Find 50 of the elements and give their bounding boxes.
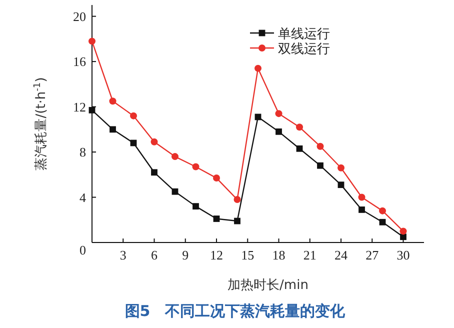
text: 图5 不同工况下蒸汽耗量的变化 (124, 302, 346, 320)
point (172, 153, 178, 160)
point (400, 234, 406, 240)
x-tick-label: 12 (210, 248, 223, 262)
x-axis-title: 加热时长/min (228, 278, 308, 293)
point (358, 206, 365, 213)
y-tick-label: 0 (80, 242, 86, 258)
point (379, 218, 386, 226)
point (296, 145, 303, 152)
point (400, 228, 407, 235)
point (254, 64, 262, 72)
x-tick-label: 24 (334, 248, 348, 262)
point (192, 163, 200, 170)
x-tick-label: 6 (151, 248, 158, 262)
point (276, 128, 282, 135)
y-tick-label: 8 (80, 144, 86, 160)
point (109, 98, 116, 105)
x-tick-label: 30 (396, 248, 410, 262)
x-tick-label: 15 (241, 248, 254, 262)
point (358, 194, 366, 201)
point (379, 207, 386, 214)
point (316, 142, 324, 150)
point (172, 188, 178, 195)
x-tick-label: 21 (303, 248, 316, 262)
point (110, 126, 116, 133)
x-tick-label: 27 (366, 248, 380, 262)
point (151, 169, 158, 176)
legend-label: 双线运行 (278, 42, 330, 57)
point (88, 106, 96, 114)
y-tick-label: 20 (73, 8, 86, 24)
point (130, 112, 137, 120)
point (150, 138, 158, 146)
point (192, 203, 199, 210)
point (88, 38, 96, 45)
point (213, 216, 220, 222)
legend-label: 单线运行 (278, 27, 330, 42)
point (317, 162, 324, 169)
x-tick-label: 3 (120, 248, 126, 262)
y-tick-label: 4 (80, 190, 86, 205)
x-tick-label: 18 (272, 248, 286, 262)
point (338, 164, 344, 172)
point (338, 182, 344, 188)
point (275, 110, 282, 118)
y-tick-label: 12 (73, 99, 86, 114)
point (234, 218, 240, 224)
x-tick-label: 9 (182, 248, 189, 262)
point (234, 196, 241, 204)
point (296, 124, 303, 131)
y-tick-label: 16 (73, 54, 86, 70)
point (213, 174, 220, 182)
